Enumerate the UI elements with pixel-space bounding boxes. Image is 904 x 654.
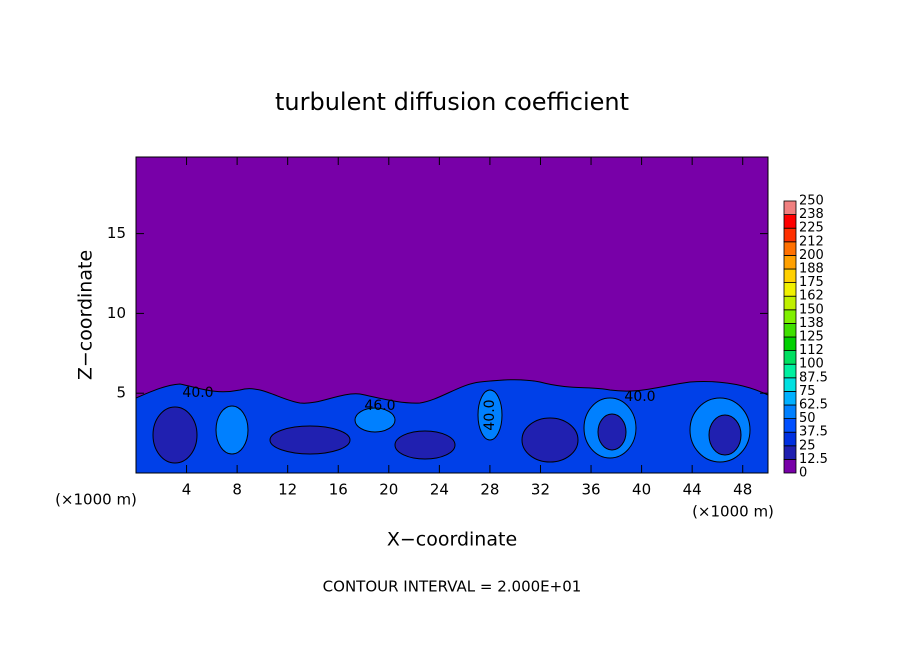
x-axis-label: X−coordinate [387,529,517,551]
contour-label: 40.0 [482,399,498,430]
x-tick-label: 4 [182,481,192,499]
y-tick-label: 10 [107,304,126,322]
colorbar-box [783,431,797,447]
field-region [477,389,503,441]
colorbar-label: 12.5 [799,452,828,467]
colorbar-box [783,350,797,365]
x-tick-label: 28 [480,481,499,499]
colorbar-label: 150 [799,302,824,317]
colorbar-box [783,445,797,460]
colorbar-label: 25 [799,438,816,453]
colorbar-label: 250 [799,194,824,209]
colorbar-box [783,322,797,338]
x-tick-label: 24 [430,481,449,499]
colorbar-box [783,268,797,284]
field-region [215,405,249,455]
field-region [152,406,198,464]
x-tick-label: 8 [232,481,242,499]
field [135,157,769,474]
x-unit: (×1000 m) [692,503,774,521]
field-region [708,414,742,456]
y-tick-label: 15 [107,224,126,242]
colorbar-box [783,295,797,311]
colorbar-box [783,377,797,392]
contour-label: 40.0 [624,389,655,405]
colorbar-box [783,404,797,420]
colorbar-box [783,214,797,229]
field-region [269,425,351,455]
colorbar-label: 37.5 [799,425,828,440]
field-region [394,430,456,460]
chart-title: turbulent diffusion coefficient [275,88,629,116]
colorbar-label: 0 [799,466,807,481]
colorbar-label: 138 [799,316,824,331]
colorbar-label: 162 [799,289,824,304]
colorbar-label: 112 [799,343,824,358]
colorbar-box [783,390,797,406]
colorbar-box [783,200,797,216]
colorbar-box [783,227,797,243]
contour-label: 46.0 [364,398,395,414]
plot-frame [135,156,769,474]
colorbar-label: 75 [799,384,816,399]
field-region [354,407,396,433]
colorbar-label: 50 [799,411,816,426]
x-tick-label: 44 [683,481,702,499]
y-tick-label: 5 [116,384,126,402]
x-unit: (×1000 m) [55,491,137,509]
colorbar-label: 62.5 [799,398,828,413]
colorbar-box [783,241,797,256]
footnote: CONTOUR INTERVAL = 2.000E+01 [323,578,582,596]
colorbar-label: 188 [799,262,824,277]
colorbar-box [783,418,797,433]
field-region [521,417,579,463]
colorbar-box [783,363,797,379]
colorbar-label: 238 [799,207,824,222]
colorbar-box [783,458,797,474]
field-region [597,413,627,451]
x-tick-label: 20 [379,481,398,499]
x-tick-label: 16 [329,481,348,499]
x-tick-label: 12 [278,481,297,499]
contour-label: 40.0 [182,385,213,401]
colorbar-label: 225 [799,221,824,236]
colorbar-label: 200 [799,248,824,263]
colorbar-label: 125 [799,330,824,345]
x-tick-label: 48 [733,481,752,499]
x-tick-label: 32 [531,481,550,499]
x-tick-label: 36 [581,481,600,499]
colorbar-label: 212 [799,234,824,249]
colorbar-box [783,254,797,270]
x-tick-label: 40 [632,481,651,499]
colorbar-box [783,336,797,352]
colorbar-box [783,309,797,324]
colorbar-label: 87.5 [799,370,828,385]
y-axis-label: Z−coordinate [75,250,97,380]
colorbar-box [783,282,797,297]
colorbar-label: 175 [799,275,824,290]
colorbar-label: 100 [799,357,824,372]
